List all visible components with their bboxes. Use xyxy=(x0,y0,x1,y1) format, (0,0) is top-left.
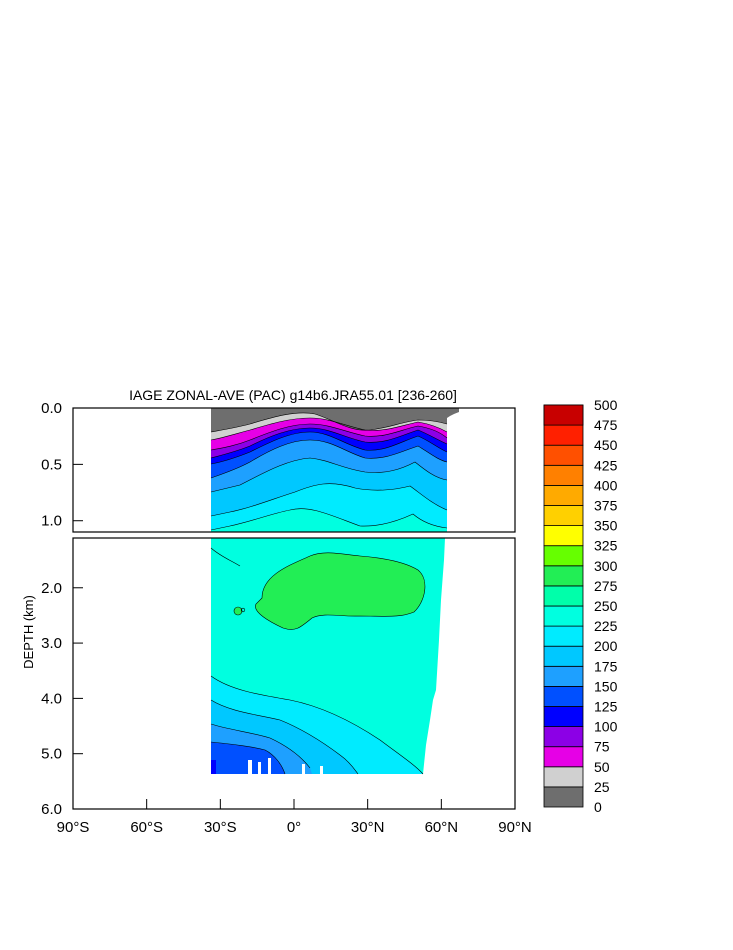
y-axis-label: DEPTH (km) xyxy=(21,595,36,669)
colorbar-swatch xyxy=(543,766,584,788)
colorbar-swatch xyxy=(543,706,584,728)
colorbar-swatch xyxy=(543,625,584,647)
x-tick-label: 30°S xyxy=(204,819,237,836)
colorbar: 0 25 50 75 100 125 150 175 200 225 250 275 300 325 350… xyxy=(543,397,618,815)
colorbar-label: 250 xyxy=(594,598,618,614)
upper-band-0 xyxy=(211,408,459,432)
lower-band-100 xyxy=(211,760,216,774)
y-tick-label-upper: 1.0 xyxy=(41,513,62,530)
colorbar-label: 475 xyxy=(594,417,618,433)
colorbar-label: 350 xyxy=(594,518,618,534)
colorbar-label: 500 xyxy=(594,397,618,413)
lower-panel-field xyxy=(210,538,445,775)
y-axis-upper: 0.0 0.5 1.0 xyxy=(41,400,83,530)
lower-band-125 xyxy=(211,742,285,774)
colorbar-swatch xyxy=(543,585,584,607)
upper-panel-field xyxy=(210,408,459,532)
colorbar-swatch xyxy=(543,645,584,667)
y-tick-label-lower: 5.0 xyxy=(41,746,62,763)
colorbar-label: 400 xyxy=(594,477,618,493)
colorbar-label: 325 xyxy=(594,538,618,554)
x-tick-label: 0° xyxy=(287,819,301,836)
x-axis: 90°S 60°S 30°S 0° 30°N 60°N 90°N xyxy=(57,799,532,836)
lower-gap-1 xyxy=(248,760,252,774)
x-tick-label: 60°N xyxy=(425,819,459,836)
colorbar-swatch xyxy=(543,404,584,426)
lower-gap-4 xyxy=(302,764,305,774)
colorbar-label: 50 xyxy=(594,759,610,775)
y-tick-label-upper: 0.0 xyxy=(41,400,62,417)
colorbar-swatch xyxy=(543,505,584,527)
colorbar-swatch xyxy=(543,605,584,627)
colorbar-swatch xyxy=(543,545,584,567)
y-tick-label-lower: 6.0 xyxy=(41,801,62,818)
lower-gap-5 xyxy=(320,766,323,774)
colorbar-swatch xyxy=(543,444,584,466)
colorbar-swatch xyxy=(543,525,584,547)
chart-title: IAGE ZONAL-AVE (PAC) g14b6.JRA55.01 [236… xyxy=(129,387,457,403)
lower-band-250-core xyxy=(255,552,425,630)
colorbar-label: 100 xyxy=(594,719,618,735)
colorbar-label: 200 xyxy=(594,638,618,654)
y-axis-lower: 2.0 3.0 4.0 5.0 6.0 xyxy=(41,580,83,818)
y-tick-label-upper: 0.5 xyxy=(41,456,62,473)
colorbar-label: 275 xyxy=(594,578,618,594)
lower-gap-3 xyxy=(268,758,271,774)
colorbar-swatch xyxy=(543,484,584,506)
colorbar-swatch xyxy=(543,686,584,707)
colorbar-label: 0 xyxy=(594,799,602,815)
colorbar-label: 125 xyxy=(594,699,618,715)
colorbar-swatch xyxy=(543,665,584,687)
colorbar-label: 375 xyxy=(594,498,618,514)
colorbar-label: 75 xyxy=(594,739,610,755)
colorbar-label: 25 xyxy=(594,779,610,795)
colorbar-swatch xyxy=(543,726,584,748)
y-tick-label-lower: 4.0 xyxy=(41,690,62,707)
x-tick-label: 60°S xyxy=(130,819,163,836)
colorbar-label: 150 xyxy=(594,678,618,694)
x-tick-label: 30°N xyxy=(351,819,385,836)
lower-gap-2 xyxy=(258,762,261,774)
colorbar-label: 450 xyxy=(594,437,618,453)
y-tick-label-lower: 3.0 xyxy=(41,635,62,652)
lower-islet xyxy=(233,606,243,616)
colorbar-swatch xyxy=(543,464,584,486)
colorbar-label: 225 xyxy=(594,618,618,634)
y-tick-label-lower: 2.0 xyxy=(41,580,62,597)
x-tick-label: 90°N xyxy=(498,819,532,836)
upper-panel-frame xyxy=(72,407,516,533)
colorbar-swatch xyxy=(543,565,584,587)
colorbar-swatch xyxy=(543,746,584,768)
x-tick-label: 90°S xyxy=(57,819,90,836)
colorbar-swatch xyxy=(543,424,584,446)
colorbar-label: 425 xyxy=(594,457,618,473)
colorbar-label: 175 xyxy=(594,658,618,674)
colorbar-label: 300 xyxy=(594,558,618,574)
colorbar-swatch xyxy=(543,786,584,808)
